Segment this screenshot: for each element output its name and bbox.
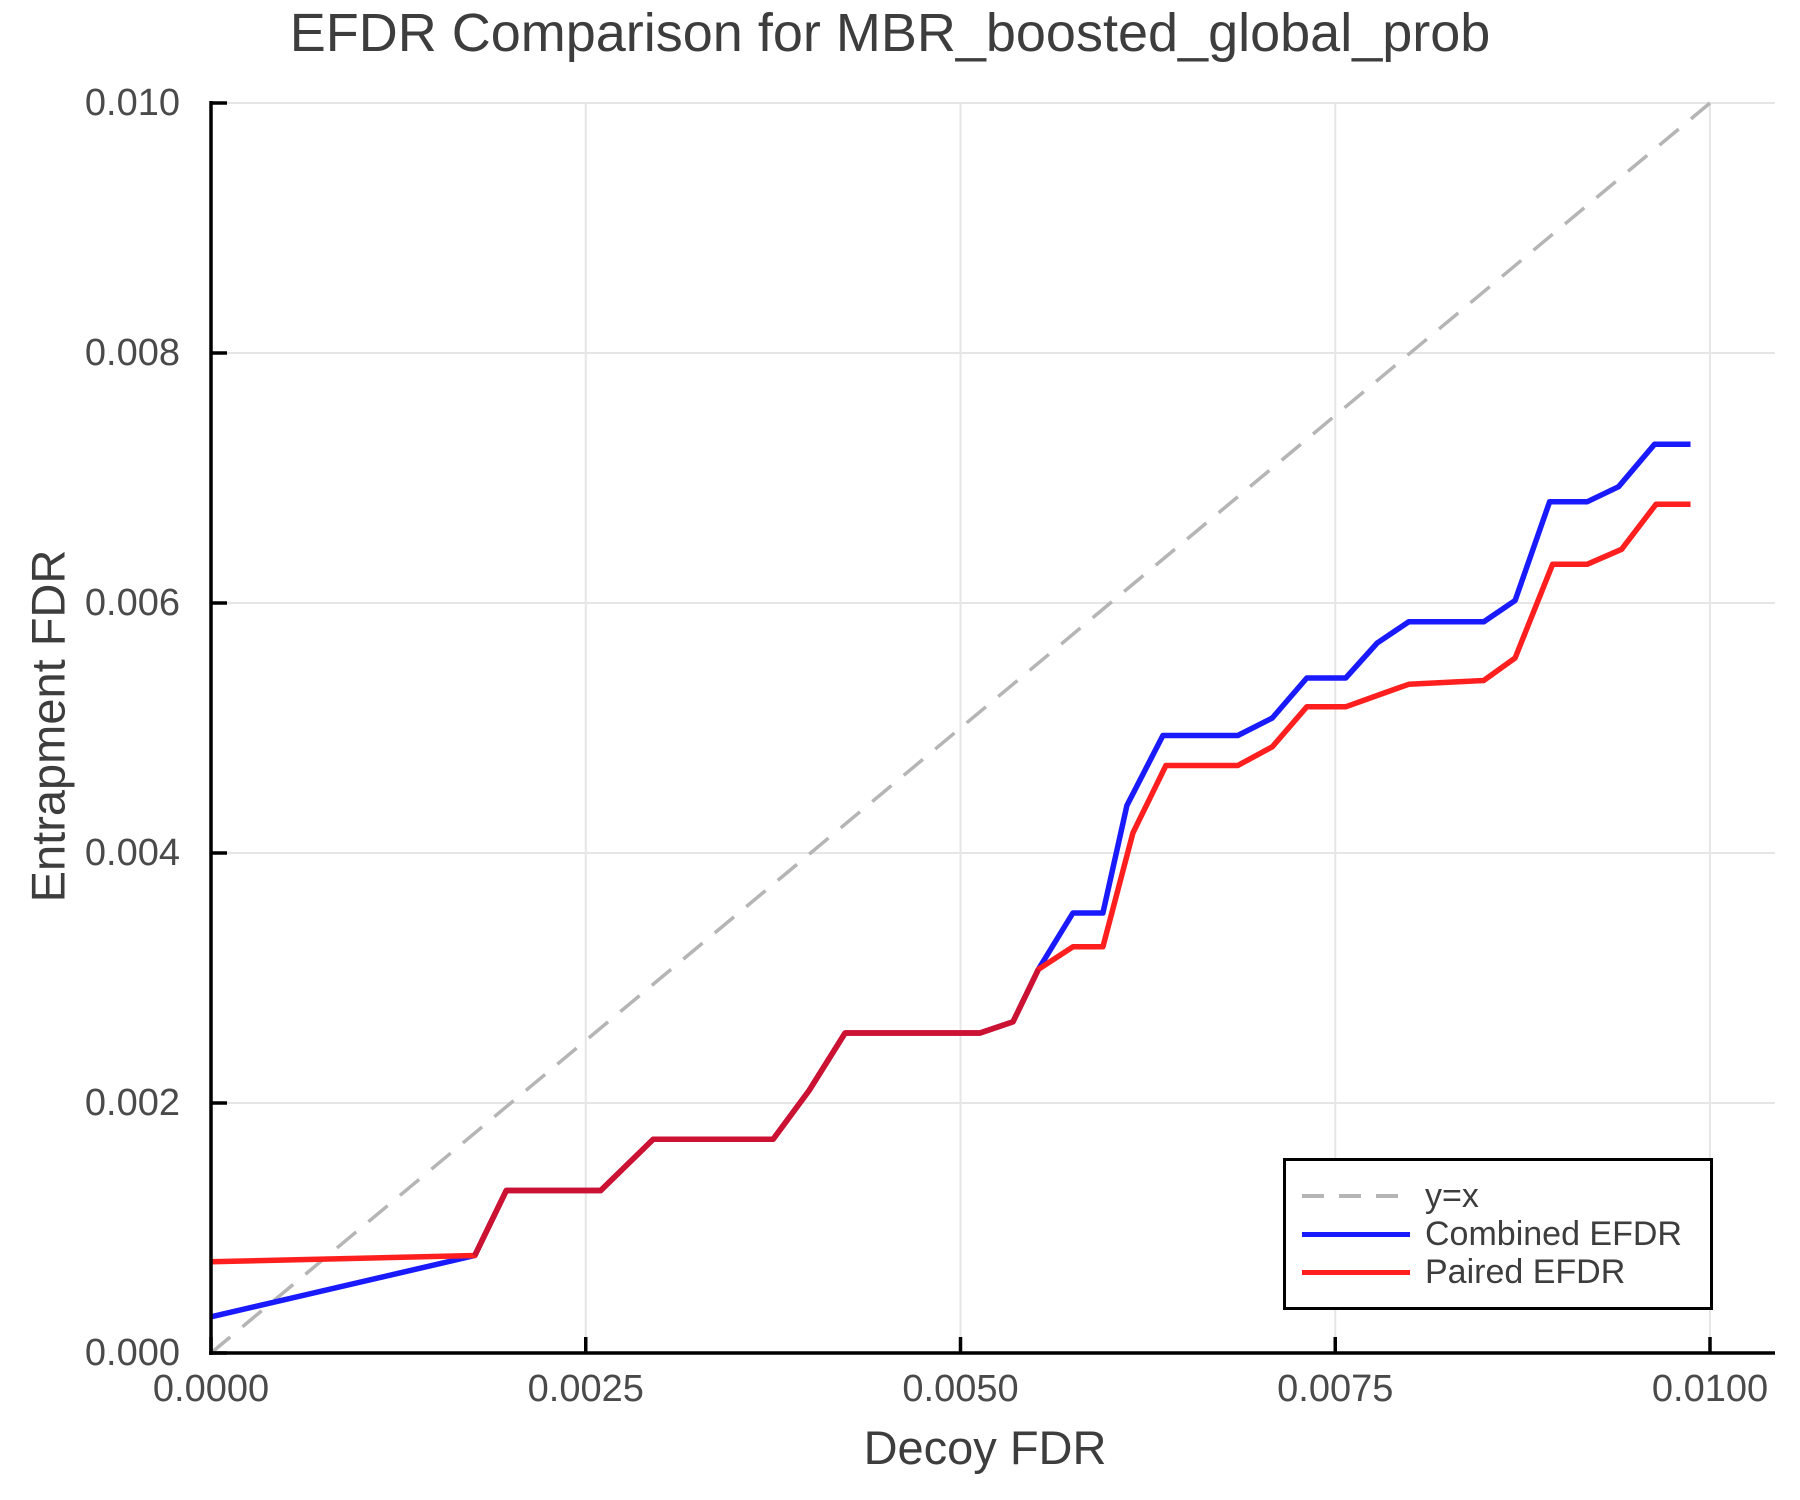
- legend-item-paired-efdr: Paired EFDR: [1286, 1253, 1710, 1291]
- x-tick-label: 0.0050: [902, 1368, 1019, 1410]
- x-tick-label: 0.0100: [1651, 1368, 1769, 1410]
- legend: y=x Combined EFDR Paired EFDR: [1283, 1158, 1713, 1310]
- dashed-line-swatch: [1302, 1194, 1410, 1198]
- y-tick-label: 0.004: [84, 832, 180, 874]
- y-tick-label: 0.010: [84, 82, 180, 124]
- legend-item-combined-efdr: Combined EFDR: [1286, 1215, 1710, 1253]
- legend-item-label: y=x: [1425, 1177, 1479, 1215]
- combined-efdr-line-swatch: [1302, 1231, 1410, 1237]
- y-tick-label: 0.006: [84, 582, 180, 624]
- legend-item-yx: y=x: [1286, 1177, 1710, 1215]
- legend-item-label: Combined EFDR: [1425, 1215, 1682, 1253]
- legend-item-label: Paired EFDR: [1425, 1253, 1626, 1291]
- x-axis-label: Decoy FDR: [863, 1421, 1107, 1474]
- x-tick-label: 0.0025: [527, 1368, 644, 1410]
- paired-efdr-line: [210, 501, 1691, 1265]
- y-tick-label: 0.000: [84, 1332, 180, 1374]
- x-tick-label: 0.0000: [152, 1368, 270, 1410]
- y-tick-label: 0.008: [84, 332, 180, 374]
- chart-title: EFDR Comparison for MBR_boosted_global_p…: [289, 3, 1491, 63]
- x-tick-label: 0.0075: [1277, 1368, 1394, 1410]
- paired-efdr-line-swatch: [1302, 1269, 1410, 1275]
- y-tick-label: 0.002: [84, 1082, 180, 1124]
- overlap-efdr-line: [472, 968, 1041, 1257]
